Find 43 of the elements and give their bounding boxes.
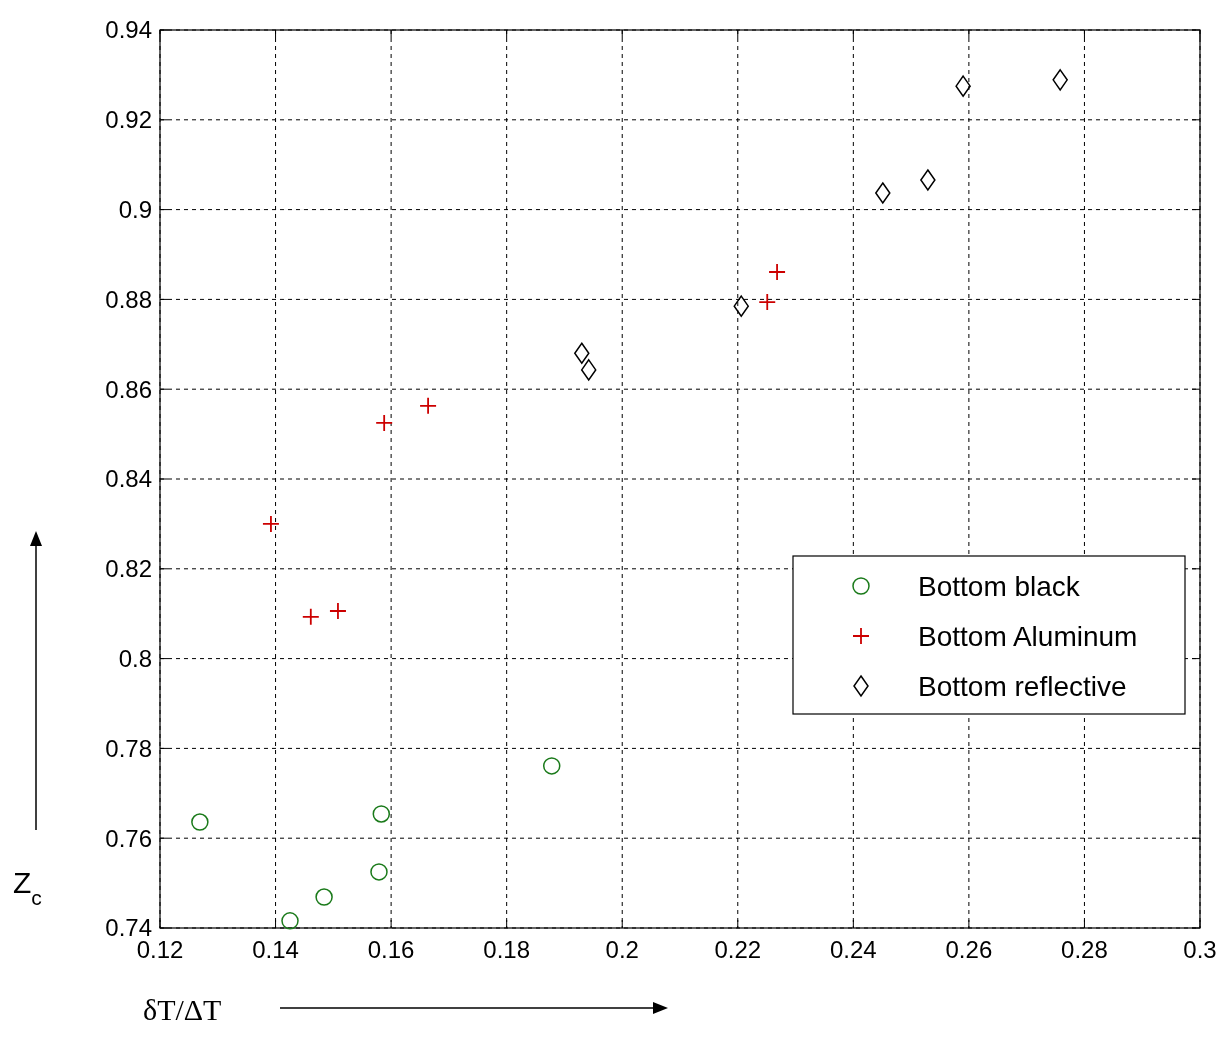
x-tick-label: 0.3 (1183, 936, 1217, 963)
legend-label: Bottom Aluminum (918, 620, 1138, 652)
point (875, 182, 891, 204)
point (955, 75, 971, 97)
y-tick-label: 0.94 (105, 16, 152, 44)
legend-label: Bottom black (918, 570, 1081, 602)
x-tick-label: 0.16 (367, 936, 415, 963)
legend-label: Bottom reflective (918, 670, 1127, 702)
y-tick-label: 0.78 (105, 734, 152, 762)
x-tick-label: 0.18 (483, 936, 531, 963)
point (768, 263, 786, 281)
point (542, 757, 561, 775)
y-tick-label: 0.76 (105, 824, 152, 852)
y-tick-label: 0.9 (118, 196, 152, 223)
point (329, 602, 347, 620)
point (301, 607, 320, 626)
point (372, 805, 391, 823)
point (1052, 69, 1068, 91)
point (580, 359, 597, 381)
y-tick-label: 0.88 (105, 285, 152, 313)
x-tick-label: 0.24 (829, 936, 877, 963)
point (733, 295, 749, 317)
point (758, 293, 777, 311)
point (315, 888, 333, 906)
y-tick-label: 0.92 (105, 106, 152, 134)
point (920, 169, 936, 191)
point (262, 515, 280, 533)
y-axis-title: Z$_{c}$ (13, 866, 42, 909)
x-tick-label: 0.22 (714, 936, 762, 963)
point (375, 413, 394, 432)
point (370, 863, 388, 881)
point (191, 813, 209, 831)
point (281, 912, 299, 930)
x-axis-title: δT/ΔT (143, 993, 222, 1026)
y-tick-label: 0.84 (105, 465, 152, 493)
y-tick-label: 0.86 (105, 375, 152, 403)
y-tick-label: 0.8 (118, 645, 152, 672)
point (419, 396, 437, 415)
y-tick-label: 0.82 (105, 555, 152, 583)
x-tick-label: 0.2 (605, 936, 639, 963)
x-tick-label: 0.14 (252, 936, 299, 963)
x-tick-label: 0.26 (945, 936, 993, 963)
x-tick-label: 0.28 (1061, 936, 1108, 963)
